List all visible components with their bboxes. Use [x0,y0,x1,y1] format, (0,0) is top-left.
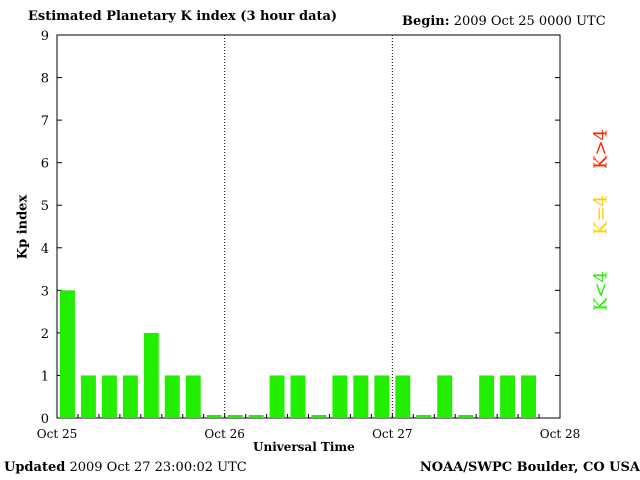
y-tick-label: 7 [41,114,49,129]
y-tick-label: 6 [41,157,49,172]
updated-value: 2009 Oct 27 23:00:02 UTC [69,460,247,475]
x-tick-label: Oct 27 [372,427,412,441]
updated-label: Updated [4,460,66,475]
y-tick-label: 8 [41,72,49,87]
y-tick-label: 4 [41,242,49,257]
kp-bar [143,332,159,418]
x-tick-label: Oct 25 [37,427,77,441]
kp-bar [290,375,306,418]
kp-bar [458,415,474,418]
kp-bar [206,415,222,418]
kp-bar [248,415,264,418]
x-tick-label: Oct 26 [204,427,244,441]
plot-frame [56,34,561,419]
y-tick-label: 2 [41,327,49,342]
kp-bar [374,375,390,418]
updated-timestamp: Updated 2009 Oct 27 23:00:02 UTC [4,460,247,475]
begin-timestamp: Begin: 2009 Oct 25 0000 UTC [402,14,606,29]
kp-bar [269,375,285,418]
kp-bar [395,375,411,418]
begin-value: 2009 Oct 25 0000 UTC [453,14,606,29]
kp-bar [500,375,516,418]
kp-bar [479,375,495,418]
credit-text: NOAA/SWPC Boulder, CO USA [419,460,640,475]
kp-bar [353,375,369,418]
kp-bar [437,375,453,418]
begin-label: Begin: [402,14,450,29]
kp-bar [311,415,327,418]
y-tick-label: 5 [41,199,49,214]
y-tick-label: 0 [41,412,49,427]
kp-bar [521,375,537,418]
kp-bar [164,375,180,418]
kp-bar [416,415,432,418]
y-tick-label: 9 [41,29,49,44]
y-tick-label: 1 [41,369,49,384]
chart-title: Estimated Planetary K index (3 hour data… [28,9,338,24]
kp-bar [122,375,138,418]
kp-bar [60,290,75,418]
x-tick-label: Oct 28 [540,427,580,441]
x-axis-label: Universal Time [253,440,355,454]
kp-bar [185,375,201,418]
y-tick-label: 3 [41,284,49,299]
kp-bar [332,375,348,418]
kp-bar [80,375,96,418]
kp-bar [101,375,117,418]
kp-bar [227,415,243,418]
